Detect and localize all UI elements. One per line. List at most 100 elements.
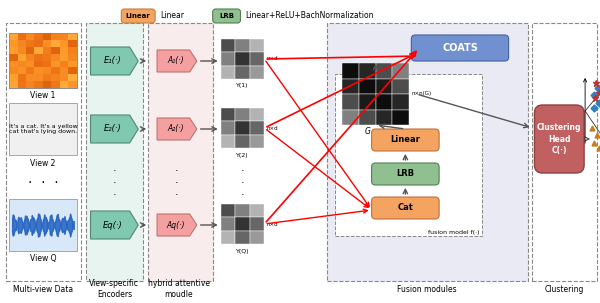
Bar [9,67,17,74]
Bar [26,81,34,88]
Text: Aq(·): Aq(·) [167,221,185,229]
Bar [9,81,17,88]
Bar [221,204,235,217]
Bar [26,47,34,54]
Bar [359,109,376,125]
Bar [9,40,17,47]
Bar [392,94,409,109]
Bar [17,81,26,88]
Bar [250,66,265,79]
Bar [221,217,235,231]
FancyBboxPatch shape [9,103,77,155]
Text: Y(2): Y(2) [236,152,249,158]
FancyBboxPatch shape [9,199,77,251]
Bar [9,74,17,81]
Text: View 1: View 1 [30,91,56,99]
Bar [26,67,34,74]
Bar [52,54,60,61]
Text: Eq(·): Eq(·) [103,221,122,229]
Text: It's a cat. It's a yellow
cat that's lying down.: It's a cat. It's a yellow cat that's lyi… [8,124,77,135]
FancyBboxPatch shape [86,23,143,281]
Bar [68,67,77,74]
Bar [376,109,392,125]
Text: A₁(·): A₁(·) [167,56,184,65]
Text: Multi-view Data: Multi-view Data [13,285,73,294]
Bar [43,54,52,61]
Bar [235,66,250,79]
Bar [52,61,60,67]
Text: LRB: LRB [396,169,415,178]
Polygon shape [91,47,138,75]
Text: View-specific
Encoders: View-specific Encoders [89,279,139,299]
Bar [68,33,77,40]
Bar [250,121,265,135]
Bar [235,231,250,244]
Bar [17,33,26,40]
Bar [221,231,235,244]
Text: hybrid attentive
moudle: hybrid attentive moudle [148,279,210,299]
Bar [60,74,68,81]
Bar [17,67,26,74]
Bar [221,135,235,148]
Bar [68,61,77,67]
Bar [60,47,68,54]
Text: E₁(·): E₁(·) [104,56,121,65]
Bar [43,47,52,54]
Polygon shape [157,50,197,72]
Bar [52,47,60,54]
FancyBboxPatch shape [532,23,597,281]
Bar [52,40,60,47]
Bar [342,109,359,125]
Bar [250,231,265,244]
Text: View 2: View 2 [30,159,56,168]
Bar [235,217,250,231]
Bar [359,94,376,109]
Text: E₂(·): E₂(·) [104,125,121,134]
Text: n×n(G): n×n(G) [412,92,431,96]
Text: A₂(·): A₂(·) [167,125,184,134]
Text: Linear+ReLU+BachNormalization: Linear+ReLU+BachNormalization [245,12,374,21]
Bar [235,135,250,148]
Bar [221,66,235,79]
Bar [392,109,409,125]
Bar [68,40,77,47]
Bar [43,67,52,74]
Bar [68,81,77,88]
FancyBboxPatch shape [121,9,155,23]
Bar [68,74,77,81]
Text: fusion model f(·): fusion model f(·) [428,230,480,235]
Bar [34,61,43,67]
FancyBboxPatch shape [371,129,439,151]
Bar [235,52,250,66]
Bar [17,54,26,61]
Bar [221,108,235,121]
Bar [26,74,34,81]
Bar [52,33,60,40]
Polygon shape [157,214,197,236]
Bar [9,54,17,61]
Bar [34,33,43,40]
Text: ·
·
·: · · · [113,166,116,200]
Bar [26,54,34,61]
Text: LRB: LRB [219,13,234,19]
Bar [9,33,17,40]
Bar [392,63,409,78]
Bar [60,54,68,61]
Bar [359,63,376,78]
Bar [17,47,26,54]
Bar [376,78,392,94]
Bar [235,108,250,121]
FancyBboxPatch shape [335,74,482,236]
Bar [26,61,34,67]
Bar [342,94,359,109]
FancyBboxPatch shape [9,33,77,88]
Text: COATS: COATS [442,43,478,53]
Text: Cat: Cat [397,204,413,212]
Bar [9,47,17,54]
Bar [250,52,265,66]
Bar [235,204,250,217]
Bar [17,61,26,67]
Bar [235,121,250,135]
Bar [68,47,77,54]
Bar [34,47,43,54]
